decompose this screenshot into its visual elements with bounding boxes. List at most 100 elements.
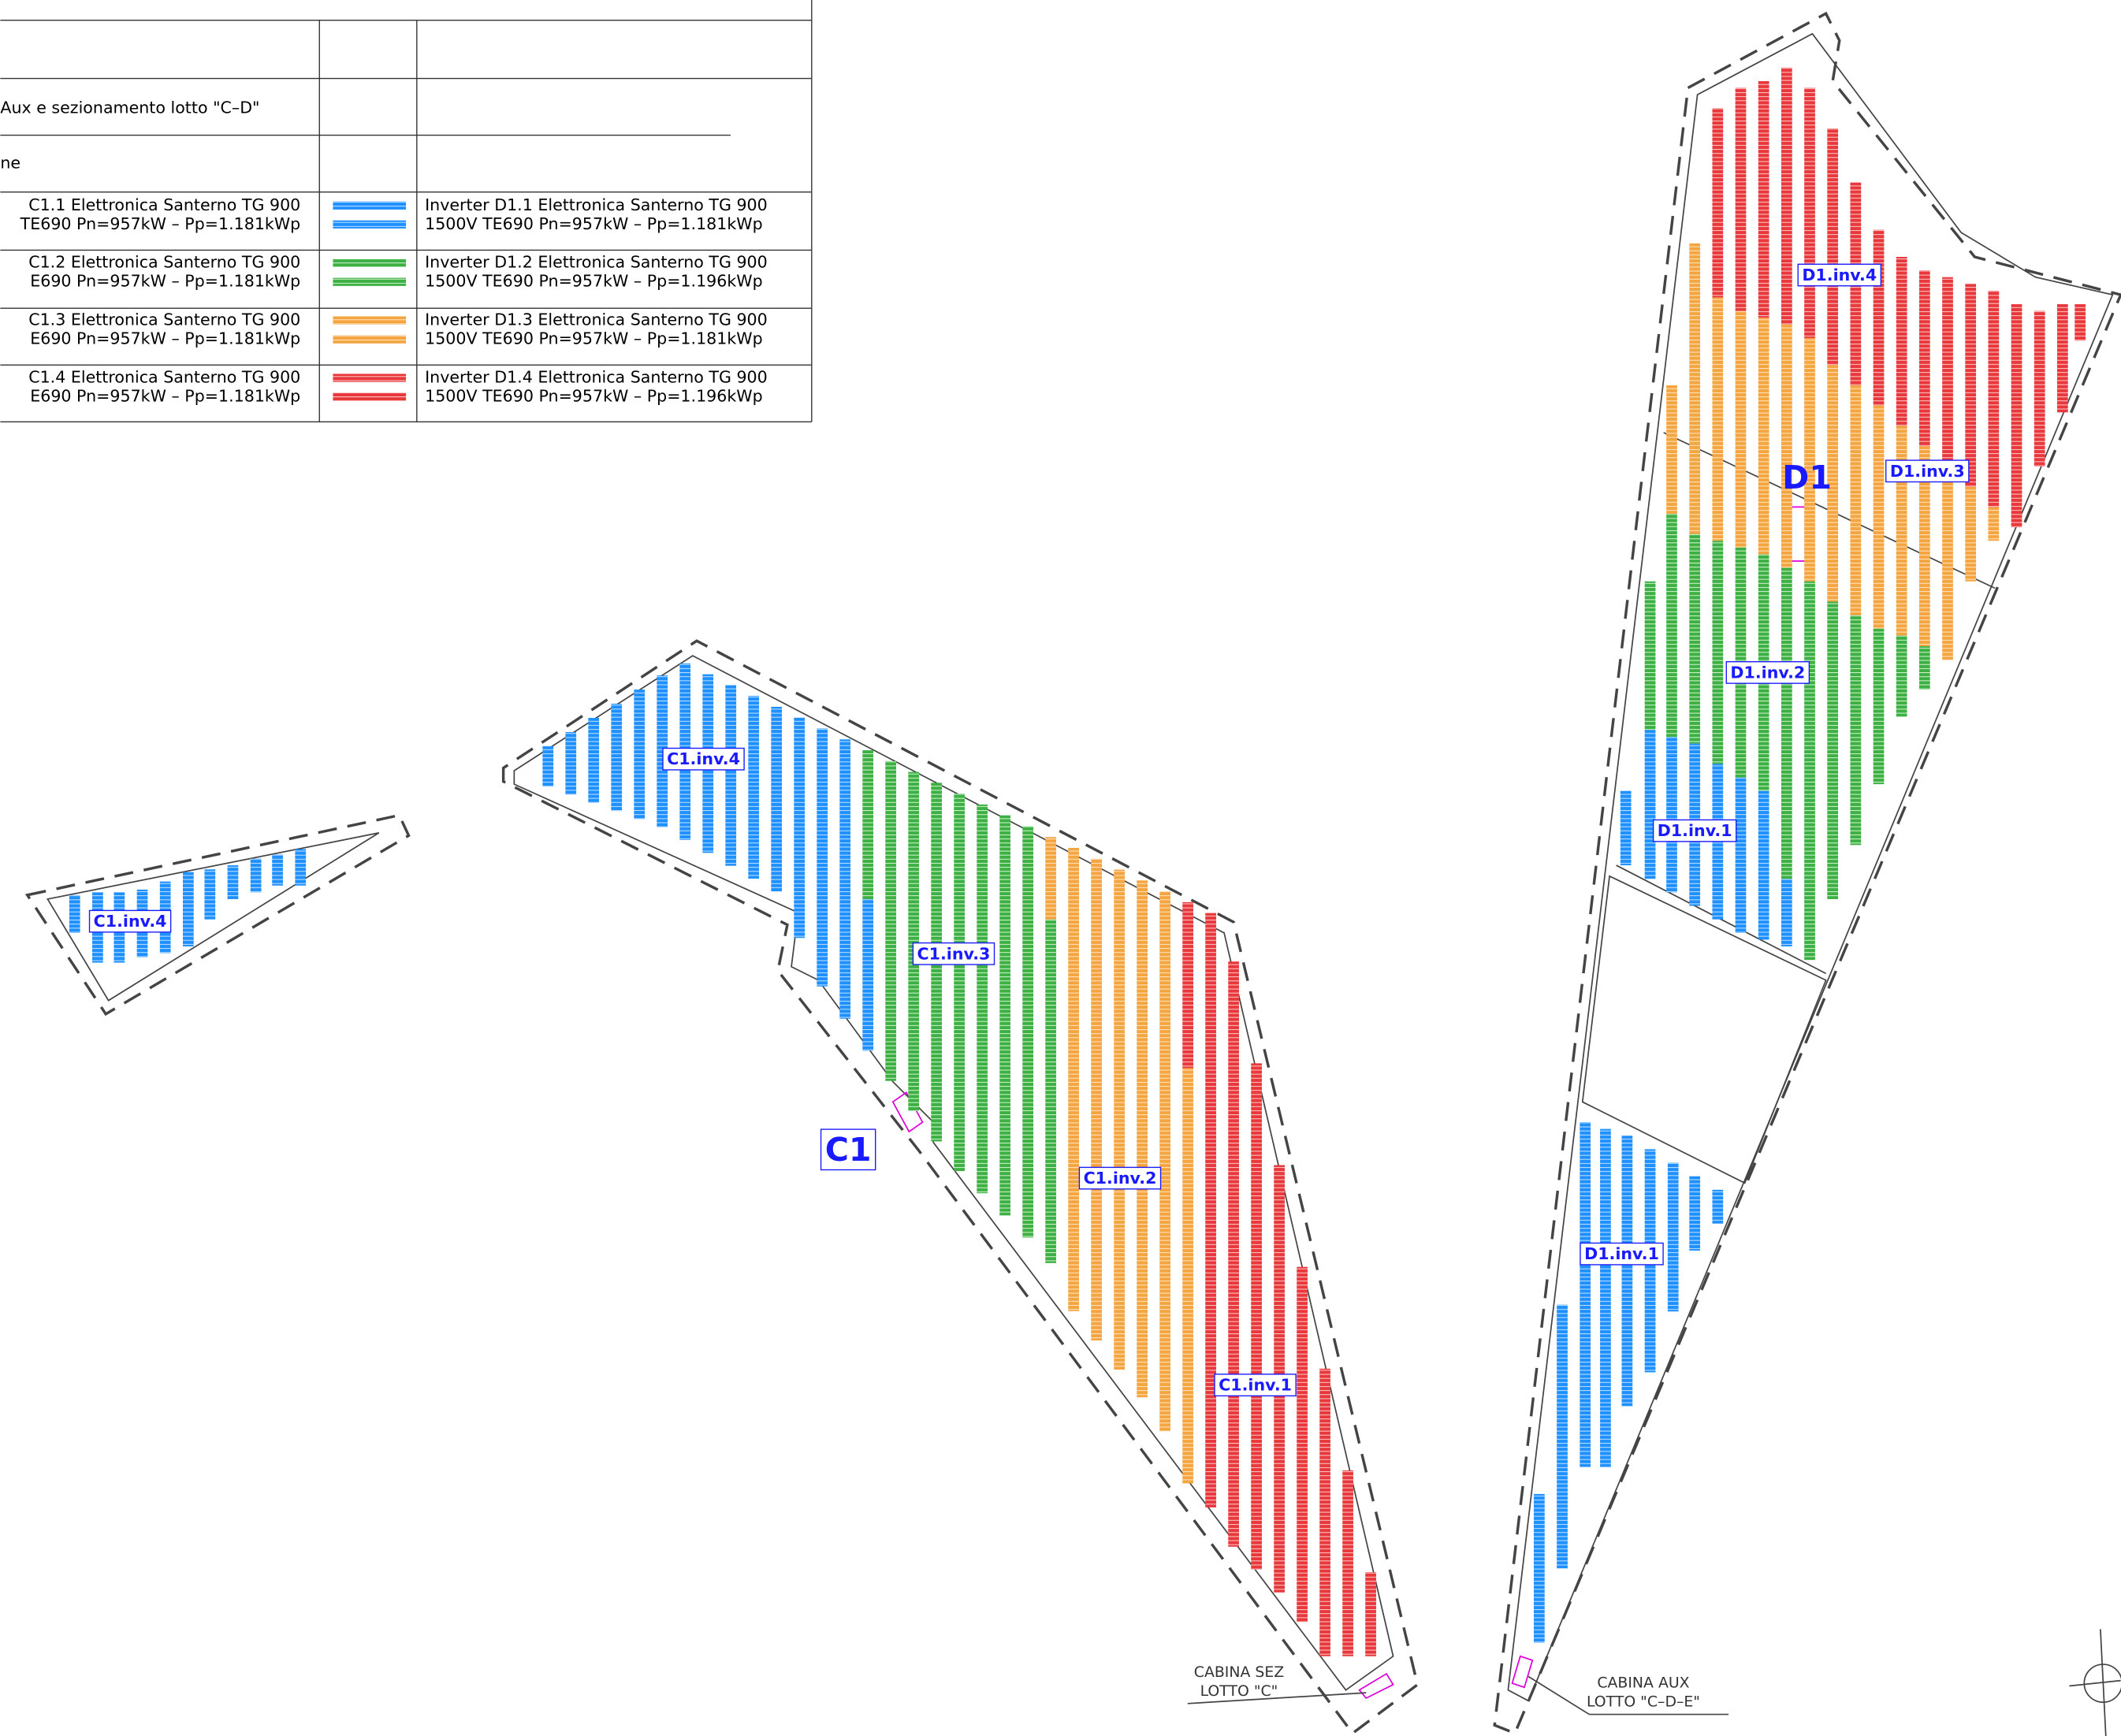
panel-row [1600, 1128, 1611, 1467]
legend-text: Inverter D1.2 Elettronica Santerno TG 90… [425, 253, 768, 272]
label-box [1885, 459, 1970, 483]
panel-row [227, 865, 239, 899]
panel-row [182, 872, 194, 947]
panel-row [1781, 67, 1792, 325]
panel-row [1988, 507, 2000, 541]
panel-row [2011, 304, 2022, 528]
panel-row [1620, 790, 1632, 866]
panel-row [565, 731, 577, 795]
field-label: D1.inv.3 [1890, 462, 1965, 481]
panel-row [1758, 318, 1769, 555]
panel-row [1965, 284, 1977, 487]
panel-row [862, 750, 874, 899]
panel-row [1712, 541, 1724, 764]
legend-swatch [333, 220, 407, 229]
field-label: C1 [825, 1131, 872, 1169]
legend-text: E690 Pn=957kW – Pp=1.181kWp [30, 272, 300, 291]
legend-text: Inverter D1.4 Elettronica Santerno TG 90… [425, 368, 768, 387]
panel-row [1580, 1122, 1591, 1467]
legend-text: 1500V TE690 Pn=957kW – Pp=1.181kWp [425, 329, 763, 348]
panel-row [1228, 961, 1239, 1547]
label-box [1652, 819, 1737, 842]
panel-row [1735, 777, 1747, 933]
legend-text: E690 Pn=957kW – Pp=1.181kWp [30, 387, 300, 406]
legend-swatch [333, 201, 407, 210]
panel-row [634, 690, 646, 820]
panel-row [1918, 446, 1930, 647]
panel-row [1850, 615, 1862, 846]
legend-table [0, 0, 813, 422]
panel-row [1781, 879, 1792, 947]
panel-row [1689, 243, 1701, 534]
panel-row [204, 869, 216, 920]
legend-text: TE690 Pn=957kW – Pp=1.181kWp [20, 214, 301, 233]
panel-row [1644, 581, 1656, 730]
panel-row [1735, 87, 1747, 311]
panel-row [1873, 229, 1885, 406]
panel-row [1804, 337, 1815, 582]
panel-row [250, 858, 262, 893]
panel-row [1644, 730, 1656, 879]
panel-row [1712, 108, 1724, 298]
panel-row [771, 706, 783, 892]
panel-row [999, 815, 1011, 1216]
panel-row [657, 675, 668, 827]
panel-row [1667, 1162, 1679, 1312]
legend-text: C1.2 Elettronica Santerno TG 900 [28, 253, 300, 272]
cabin-label: CABINA AUX [1597, 1675, 1689, 1692]
panel-row [1689, 533, 1701, 744]
legend-text: E690 Pn=957kW – Pp=1.181kWp [30, 329, 300, 348]
panel-row [954, 794, 966, 1172]
field-label: C1.inv.2 [1084, 1169, 1157, 1188]
panel-row [1712, 1189, 1724, 1224]
panel-row [69, 894, 80, 933]
label-box [912, 942, 995, 965]
cabin-label: CABINA SEZ [1194, 1664, 1284, 1681]
panel-row [1735, 310, 1747, 548]
panel-row [542, 745, 554, 787]
panel-row [1022, 826, 1034, 1238]
panel-row [2056, 304, 2068, 413]
panel-row [1942, 466, 1953, 660]
panel-row [1827, 128, 1839, 366]
panel-row [2074, 304, 2086, 341]
label-box [1580, 1242, 1664, 1266]
panel-row [1251, 1063, 1262, 1570]
panel-row [1182, 1068, 1193, 1484]
panel-row [794, 717, 806, 939]
label-box [88, 909, 172, 933]
panel-row [908, 771, 920, 1112]
panel-row [272, 854, 283, 886]
panel-row [725, 685, 737, 866]
legend-text: C1.3 Elettronica Santerno TG 900 [28, 310, 300, 329]
panel-row [1896, 635, 1907, 717]
field-label: D1.inv.1 [1584, 1244, 1659, 1263]
legend-text: C1.4 Elettronica Santerno TG 900 [28, 368, 300, 387]
legend-text: 1500V TE690 Pn=957kW – Pp=1.196kWp [425, 387, 763, 406]
panel-row [295, 849, 307, 886]
panel-row [1896, 256, 1907, 426]
cabin-label: LOTTO "C–D–E" [1587, 1693, 1700, 1711]
panel-row [1918, 646, 1930, 690]
legend-text: 1500V TE690 Pn=957kW – Pp=1.196kWp [425, 272, 763, 291]
panel-row [1365, 1572, 1376, 1656]
field-label: C1.inv.3 [917, 944, 991, 963]
field-label: C1.inv.4 [667, 749, 740, 768]
cabin-label: LOTTO "C" [1200, 1682, 1278, 1700]
panel-row [1666, 737, 1677, 893]
panel-row [1137, 880, 1148, 1398]
panel-row [1804, 581, 1815, 961]
panel-row [1988, 290, 2000, 507]
panel-row [1758, 790, 1769, 940]
field-label: D1.inv.4 [1802, 266, 1877, 284]
panel-row [1781, 324, 1792, 568]
label-box [1797, 263, 1881, 287]
panel-row [588, 718, 600, 803]
panel-row [1045, 837, 1057, 920]
panel-row [1827, 601, 1839, 899]
legend-text: Inverter D1.1 Elettronica Santerno TG 90… [425, 195, 768, 214]
legend-text: 1500V TE690 Pn=957kW – Pp=1.181kWp [425, 214, 763, 233]
panel-row [1068, 847, 1080, 1311]
panel-row [1666, 385, 1677, 514]
panel-row [748, 696, 760, 879]
